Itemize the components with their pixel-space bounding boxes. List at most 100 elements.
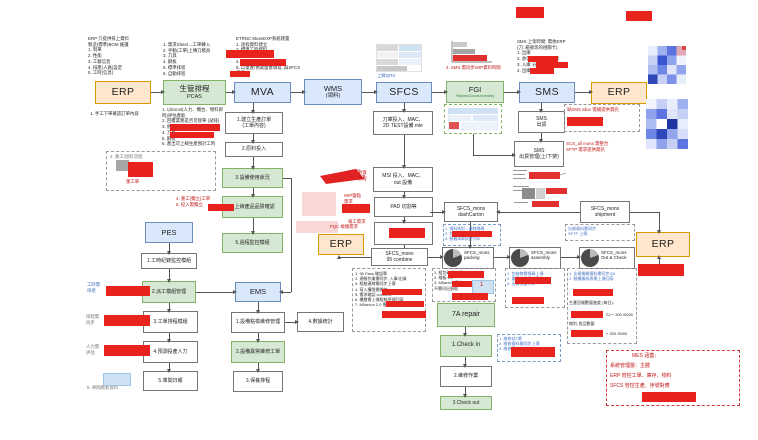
- redaction-block: [128, 162, 153, 177]
- sfcs-mons-shipment-box: SFCS_mons shipment: [580, 201, 630, 223]
- mva-step-3: 3.設備使用狀況: [222, 168, 283, 188]
- redaction-block: [452, 231, 492, 237]
- redaction-block: [452, 281, 478, 287]
- redaction-block: [170, 124, 220, 131]
- note-outcheck-container: [567, 268, 637, 344]
- blurred-mosaic-image-2: [646, 99, 688, 149]
- node-sublabel: Finished Goods Inventory: [455, 93, 495, 98]
- node-erp-left: ERP: [95, 81, 151, 104]
- flow-arrow: [402, 135, 406, 169]
- dashcarton-note-container: [443, 224, 501, 246]
- note-outcheck-blue: 1. 出貨檢驗資料需同步QA 2. 裝櫃檢核表需上傳回寫: [569, 271, 616, 282]
- redaction-block: [389, 228, 425, 238]
- node-pcas: 生管排程 PCAS: [163, 80, 226, 105]
- flow-arrow: [430, 210, 446, 214]
- redaction-block: [230, 71, 250, 77]
- flow-arrow: [337, 255, 341, 259]
- sfcs-step-5: SFCS_mons 95 combine: [371, 248, 428, 266]
- redaction-block: [342, 204, 370, 213]
- redaction-block: [638, 264, 684, 276]
- flow-arrow: [167, 269, 171, 283]
- blurred-image-fragment: [116, 160, 129, 171]
- pie-chart-icon: [444, 249, 462, 267]
- flow-arrow: [362, 90, 378, 94]
- repair-step-2: 2.維修作業: [440, 366, 492, 387]
- flow-arrow: [539, 133, 543, 143]
- pes-note-2: 工時需 串接: [87, 282, 101, 293]
- node-mva: MVA: [234, 82, 291, 103]
- flow-arrow: [657, 212, 661, 234]
- redaction-block: [516, 7, 544, 18]
- sms-shipping-box: SMS 出貨: [518, 111, 565, 133]
- redaction-block: [104, 315, 150, 326]
- mva-step-2: 2.原料投入: [225, 142, 283, 157]
- redaction-block: [452, 293, 488, 300]
- checkin-note-container: [497, 334, 561, 362]
- note-sms-mgmt: SCS_all mons 需整合 SFTP 需求提供資訊: [566, 141, 609, 152]
- mini-table-image: [376, 44, 422, 72]
- redaction-block: [528, 56, 558, 62]
- blurred-image-fragment: [296, 221, 338, 233]
- mes-note-line1: MES 涵蓋：: [632, 353, 660, 359]
- pes-note-4: 人力需 評估: [86, 344, 100, 355]
- flow-arrow: [251, 157, 255, 170]
- flow-arrow: [167, 333, 171, 343]
- flow-arrow: [473, 153, 516, 157]
- pes-note-3: 排程需 同步: [86, 314, 100, 325]
- connector-line: [340, 257, 371, 258]
- flow-arrow: [539, 103, 543, 113]
- blurred-image-fragment: [103, 373, 131, 386]
- redaction-block: [536, 62, 568, 68]
- node-wms: WMS (領料): [304, 79, 362, 105]
- badge-number: 1: [480, 282, 484, 288]
- node-label: SFCS_mons packing: [464, 250, 490, 261]
- note-checkin: 1. 維修站T單 2. 維修資料需同步上傳 3. 維修單: [499, 336, 540, 352]
- note-fqc: FQC 檢驗需求: [330, 224, 359, 229]
- flow-arrow: [167, 243, 171, 255]
- redaction-block: [642, 392, 696, 402]
- flow-arrow: [496, 210, 580, 214]
- node-label: 7A repair: [451, 310, 481, 318]
- note-shipment: 出貨資料需同步 SFTP 上傳: [568, 226, 596, 237]
- note-erp-left: ERP 只提供排上資料 製造(標準)BOM 維護 1. 制單 2. 性能 3. …: [88, 36, 129, 76]
- sfcs-step-2: MSI 投入、MAC、 out 設備: [373, 167, 433, 192]
- ems-step-2: 2.設備異常維修工單: [231, 341, 285, 363]
- node-label: SMS: [535, 85, 559, 98]
- redaction-block: [530, 68, 554, 74]
- node-sms: SMS: [519, 82, 575, 103]
- node-label: PES: [161, 227, 177, 237]
- note-fgi-chart-label: 4. SMS 需同步WIP資料時間: [446, 65, 501, 70]
- redaction-block: [567, 117, 603, 126]
- flow-arrow: [428, 255, 444, 259]
- connector-line: [473, 134, 474, 155]
- node-erp-top-right: ERP: [591, 82, 647, 104]
- note-95combine-container: [352, 268, 426, 332]
- node-erp-mid: ERP: [318, 234, 364, 255]
- mini-bar-chart-image: [451, 41, 492, 63]
- note-outcheck-value2: + 300 /5000: [606, 331, 628, 336]
- redaction-block: [386, 301, 424, 307]
- note-outcheck-title: 生產回報數量進度 (每日):: [569, 300, 614, 305]
- pes-note-5: 5. 車間看板資料: [87, 385, 119, 390]
- pes-step-1: 1.工時紀錄監控模組: [141, 253, 197, 269]
- flow-arrow: [279, 290, 291, 294]
- connector-line: [630, 212, 659, 213]
- shipment-note-container: [565, 224, 635, 241]
- redaction-block: [382, 311, 426, 318]
- note-return-flow: 退貨 流程: [358, 170, 367, 181]
- mes-note-container: [606, 350, 740, 406]
- node-label: ERP: [329, 237, 353, 250]
- note-wip: WIP盤點 需求: [344, 193, 362, 204]
- repair-step-1: 1.Check in: [440, 335, 492, 357]
- node-label: WMS: [323, 83, 343, 93]
- node-sublabel: (領料): [325, 93, 341, 100]
- mva-step-5: 5.過程監控模組: [222, 233, 283, 253]
- node-label: SFCS_mons Out & Check: [601, 250, 627, 261]
- sfcs-step-1: 刀庫投入、MAC、 2D TEST設備.mle: [373, 111, 433, 135]
- flow-arrow: [463, 357, 467, 368]
- node-fgi: FGI Finished Goods Inventory: [446, 81, 504, 103]
- flow-arrow: [226, 90, 236, 94]
- node-label: 1.Check in: [451, 342, 481, 349]
- sms-shipping-mgmt-box: SMS 出貨管理(上/下架): [514, 141, 564, 167]
- mini-bar-chart-image: [513, 170, 567, 207]
